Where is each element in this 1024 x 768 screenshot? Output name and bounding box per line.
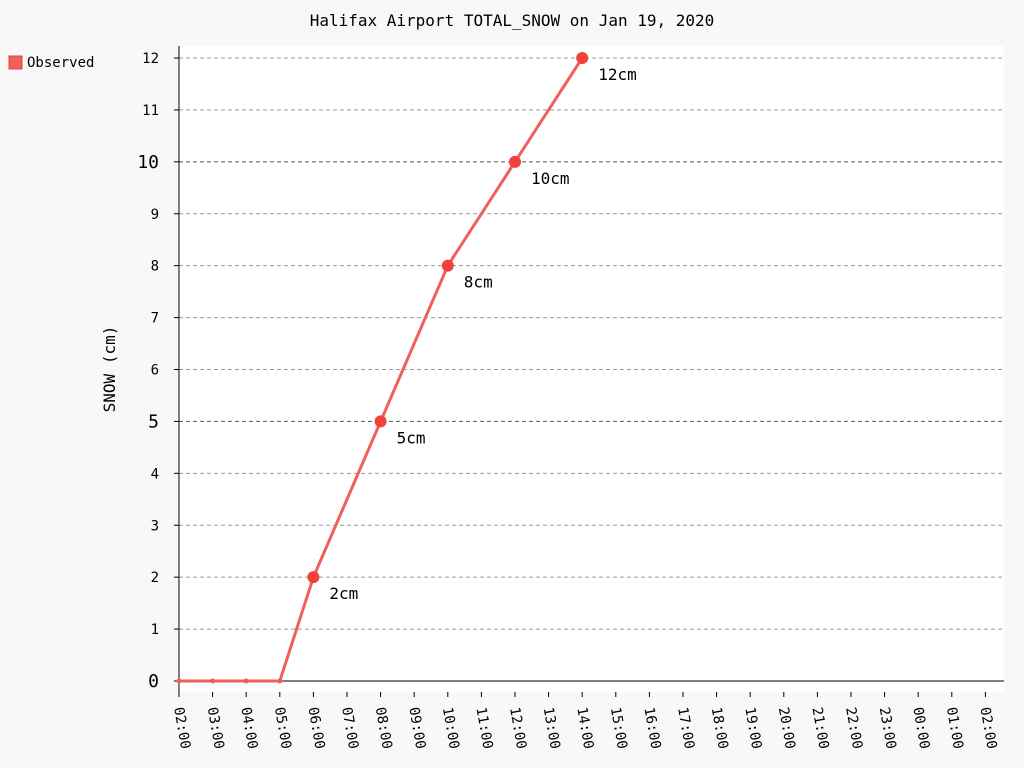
data-label: 10cm	[531, 169, 570, 188]
data-point	[210, 678, 216, 684]
x-tick-label: 15:00	[607, 706, 630, 750]
y-tick-label: 9	[151, 207, 159, 223]
data-point	[277, 678, 283, 684]
y-tick-label: 11	[142, 103, 159, 119]
data-label: 2cm	[329, 584, 358, 603]
chart-title: Halifax Airport TOTAL_SNOW on Jan 19, 20…	[310, 11, 715, 30]
data-point	[576, 52, 589, 64]
data-point	[243, 678, 249, 684]
data-label: 5cm	[397, 428, 426, 447]
x-tick-label: 02:00	[170, 706, 193, 750]
data-point	[374, 415, 387, 428]
x-tick-label: 18:00	[708, 706, 731, 750]
y-tick-label: 8	[151, 259, 159, 275]
data-point	[307, 571, 320, 584]
x-tick-label: 07:00	[338, 706, 361, 750]
x-tick-label: 02:00	[976, 706, 999, 750]
data-point	[176, 678, 182, 684]
x-tick-label: 21:00	[808, 706, 831, 750]
y-tick-label: 2	[151, 570, 159, 586]
y-axis-label: SNOW (cm)	[100, 326, 119, 413]
data-point	[509, 155, 521, 168]
x-tick-label: 11:00	[472, 706, 495, 750]
legend-swatch	[8, 55, 23, 70]
y-tick-label: 0	[148, 671, 159, 692]
x-tick-label: 08:00	[372, 706, 395, 750]
y-tick-label: 4	[151, 466, 159, 482]
y-tick-label: 12	[142, 51, 159, 67]
x-tick-label: 01:00	[943, 706, 966, 750]
x-tick-label: 05:00	[271, 706, 294, 750]
legend-entry: Observed	[27, 55, 94, 71]
axes	[178, 46, 1004, 692]
x-tick-label: 17:00	[674, 706, 697, 750]
y-tick-label: 5	[148, 411, 159, 432]
y-tick-label: 1	[151, 622, 159, 638]
x-tick-label: 23:00	[876, 706, 899, 750]
y-tick-label: 3	[151, 518, 159, 534]
data-label: 12cm	[598, 65, 637, 84]
series-observed	[176, 52, 589, 684]
data-labels: 2cm 5cm 8cm 10cm 12cm	[329, 65, 636, 603]
y-tick-label: 6	[151, 363, 159, 379]
y-tick-label: 7	[151, 311, 159, 327]
x-tick-label: 22:00	[842, 706, 865, 750]
x-tick-label: 20:00	[775, 706, 798, 750]
data-label: 8cm	[464, 273, 493, 292]
x-tick-label: 04:00	[237, 706, 260, 750]
y-tick-label: 10	[137, 152, 159, 173]
grid-lines	[174, 57, 1004, 682]
x-tick-labels: 02:00 03:00 04:00 05:00 06:00 07:00 08:00 09:00…	[170, 692, 1000, 750]
x-tick-label: 00:00	[909, 706, 932, 750]
data-point	[441, 259, 454, 272]
legend: Observed	[8, 55, 94, 71]
x-tick-label: 10:00	[439, 706, 462, 750]
x-tick-label: 12:00	[506, 706, 529, 750]
x-tick-label: 09:00	[405, 706, 428, 750]
x-tick-label: 03:00	[204, 706, 227, 750]
x-tick-label: 16:00	[640, 706, 663, 750]
x-tick-label: 13:00	[540, 706, 563, 750]
x-tick-label: 19:00	[741, 706, 764, 750]
x-tick-label: 14:00	[573, 706, 596, 750]
x-tick-label: 06:00	[304, 706, 327, 750]
